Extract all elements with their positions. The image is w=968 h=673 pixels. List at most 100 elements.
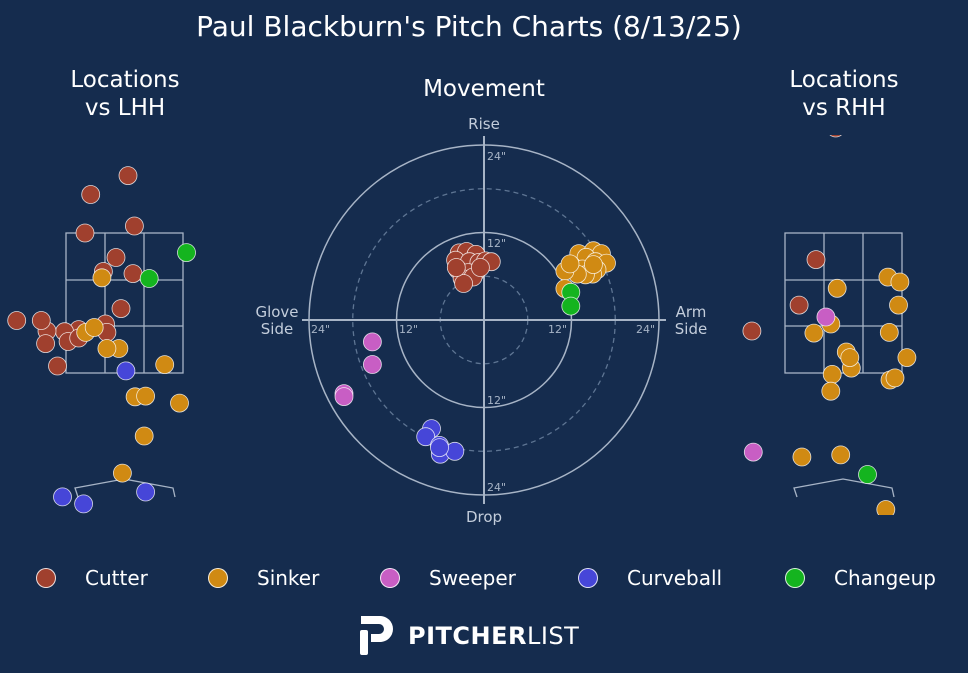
lhh-cutter-point-0: [118, 166, 138, 186]
legend-curveball-label: Curveball: [627, 566, 723, 590]
movement-sweeper-point-1: [362, 355, 382, 374]
rhh-sinker-point-0: [827, 278, 847, 298]
ring-label-top-24: 24": [487, 150, 506, 163]
rhh-sinker-point-15: [792, 447, 812, 467]
glove-side-label-1: Glove: [255, 303, 298, 321]
ring-label-bottom-12: 12": [487, 394, 506, 407]
legend-sweeper-label: Sweeper: [429, 566, 516, 590]
pitcherlist-logo: PITCHERLIST: [356, 612, 596, 658]
movement-cutter-point-15: [470, 258, 490, 277]
lhh-cutter-point-18: [48, 356, 67, 376]
lhh-sinker-point-5: [155, 355, 175, 375]
rhh-title-line-2: vs RHH: [802, 95, 886, 121]
ring-label-top-12: 12": [487, 237, 506, 250]
rhh-points: [742, 135, 917, 515]
rhh-sinker-point-17: [876, 500, 896, 515]
ring-label-left-12: 12": [399, 323, 418, 336]
legend-sweeper-marker: [380, 568, 400, 588]
movement-cutter-point-13: [454, 274, 474, 293]
lhh-title-line-1: Locations: [70, 67, 180, 93]
pitch-charts-svg: 24" 12" 12" 24" 24" 12" 12" 24" Rise Dro…: [7, 115, 917, 526]
rhh-sinker-point-4: [879, 322, 899, 342]
legend: Cutter Sinker Sweeper Curveball Changeup: [0, 563, 968, 593]
lhh-sinker-point-4: [97, 339, 117, 358]
ring-label-right-12: 12": [548, 323, 567, 336]
pitcherlist-wordmark: PITCHERLIST: [408, 622, 579, 650]
lhh-curveball-point-0: [53, 487, 72, 507]
lhh-cutter-point-2: [124, 216, 144, 236]
lhh-changeup-point-0: [139, 269, 159, 288]
rhh-title-line-1: Locations: [789, 67, 899, 93]
lhh-curveball-point-3: [116, 361, 136, 381]
movement-changeup-point-1: [561, 296, 581, 316]
rhh-sinker-point-14: [821, 381, 841, 401]
glove-side-label-2: Side: [261, 320, 293, 338]
lhh-sinker-point-2: [84, 318, 104, 337]
movement-curveball-point-5: [430, 438, 449, 458]
rhh-home-plate: [793, 478, 895, 498]
lhh-panel-title: Locations vs LHH: [45, 66, 205, 122]
lhh-cutter-point-3: [75, 223, 95, 243]
rhh-sinker-point-5: [804, 323, 824, 343]
lhh-cutter-point-7: [7, 311, 27, 330]
logo-text-thin: LIST: [526, 622, 580, 650]
logo-text-bold: PITCHER: [408, 622, 527, 650]
movement-points: [334, 241, 616, 464]
ring-label-bottom-24: 24": [487, 481, 506, 494]
rhh-sinker-point-16: [831, 445, 851, 465]
legend-changeup-marker: [785, 568, 805, 588]
pitcherlist-logo-icon: [360, 616, 393, 655]
rhh-cutter-point-0: [829, 135, 842, 138]
movement-sinker-point-13: [560, 254, 580, 274]
lhh-sinker-point-10: [113, 463, 132, 483]
lhh-sinker-point-8: [170, 393, 189, 413]
lhh-cutter-point-1: [81, 185, 101, 204]
ring-label-right-24: 24": [636, 323, 655, 336]
chart-title: Paul Blackburn's Pitch Charts (8/13/25): [196, 10, 742, 43]
movement-panel-title: Movement: [423, 76, 545, 102]
rhh-sinker-point-9: [822, 364, 842, 384]
legend-sinker-label: Sinker: [257, 566, 320, 590]
rhh-sweeper-point-0: [816, 307, 836, 327]
lhh-sinker-point-7: [136, 386, 156, 406]
lhh-cutter-point-8: [111, 299, 131, 319]
legend-curveball-marker: [578, 568, 598, 588]
rise-label: Rise: [468, 115, 500, 133]
legend-cutter-marker: [36, 568, 56, 588]
lhh-cutter-point-17: [36, 334, 55, 354]
lhh-points: [7, 166, 196, 514]
movement-grid: [302, 136, 666, 504]
ring-label-left-24: 24": [311, 323, 330, 336]
rhh-panel-title: Locations vs RHH: [764, 66, 924, 122]
lhh-curveball-point-1: [74, 494, 93, 514]
lhh-cutter-point-6: [123, 264, 143, 284]
lhh-title-line-2: vs LHH: [84, 95, 166, 121]
legend-changeup-label: Changeup: [834, 566, 936, 590]
rhh-sinker-point-13: [840, 348, 860, 368]
movement-sweeper-point-3: [334, 387, 354, 407]
movement-sweeper-point-0: [362, 332, 382, 352]
arm-side-label-2: Side: [675, 320, 707, 338]
rhh-sinker-point-3: [889, 295, 908, 315]
rhh-sinker-point-12: [885, 368, 905, 388]
rhh-cutter-point-2: [789, 295, 809, 315]
lhh-changeup-point-1: [177, 243, 196, 263]
legend-sinker-marker: [208, 568, 228, 588]
drop-label: Drop: [466, 508, 502, 526]
lhh-cutter-point-4: [106, 248, 126, 267]
arm-side-label-1: Arm: [676, 303, 707, 321]
rhh-sinker-point-2: [890, 272, 910, 292]
lhh-sinker-point-9: [134, 426, 154, 446]
movement-curveball-point-1: [416, 427, 436, 447]
rhh-changeup-point-0: [858, 465, 877, 484]
rhh-sweeper-point-1: [743, 442, 763, 462]
rhh-cutter-point-3: [742, 321, 762, 341]
movement-sinker-point-14: [584, 255, 603, 275]
movement-cutter-point-14: [446, 258, 466, 277]
lhh-sinker-point-0: [92, 268, 112, 288]
lhh-cutter-point-15: [31, 311, 51, 330]
rhh-sinker-point-8: [897, 348, 917, 368]
legend-cutter-label: Cutter: [85, 566, 148, 590]
rhh-cutter-point-1: [806, 250, 826, 270]
lhh-curveball-point-2: [136, 482, 156, 502]
